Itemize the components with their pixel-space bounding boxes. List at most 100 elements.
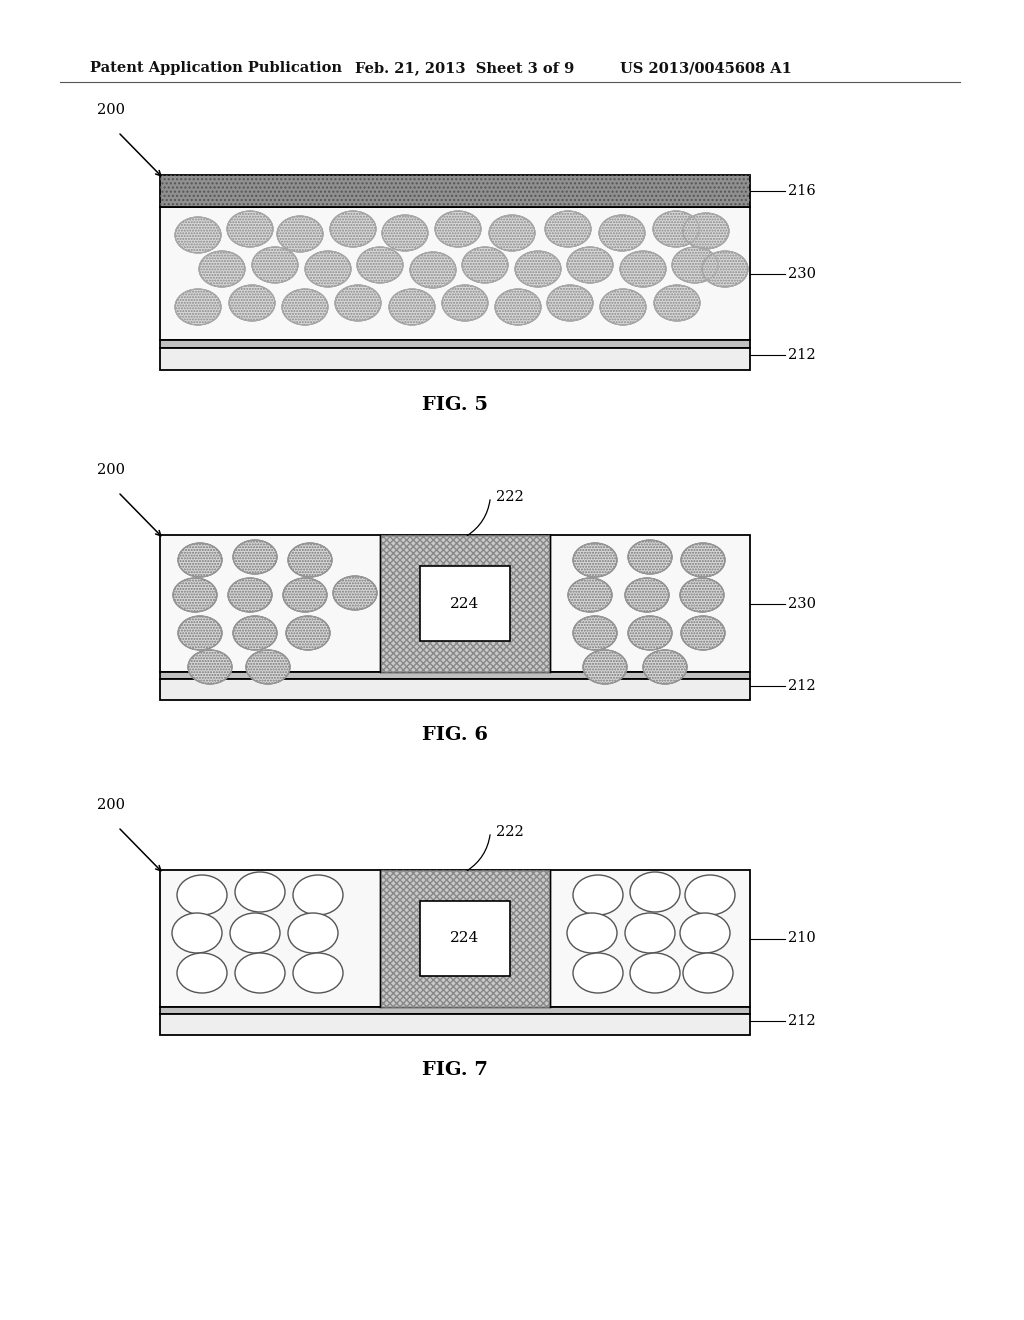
Ellipse shape: [545, 211, 591, 247]
Bar: [160, 176, 750, 207]
Ellipse shape: [177, 953, 227, 993]
Ellipse shape: [410, 252, 456, 288]
Ellipse shape: [288, 543, 332, 577]
Ellipse shape: [599, 215, 645, 251]
Text: 200: 200: [97, 103, 125, 117]
Ellipse shape: [630, 873, 680, 912]
Ellipse shape: [628, 616, 672, 649]
Ellipse shape: [462, 247, 508, 282]
Text: 212: 212: [788, 1014, 816, 1028]
Ellipse shape: [683, 953, 733, 993]
Ellipse shape: [233, 540, 278, 574]
Ellipse shape: [680, 578, 724, 612]
Ellipse shape: [685, 875, 735, 915]
Ellipse shape: [178, 543, 222, 577]
Bar: [420, 902, 510, 975]
Bar: [160, 207, 750, 341]
Ellipse shape: [178, 616, 222, 649]
Ellipse shape: [653, 211, 699, 247]
Text: 210: 210: [788, 932, 816, 945]
Text: US 2013/0045608 A1: US 2013/0045608 A1: [620, 61, 792, 75]
Ellipse shape: [681, 543, 725, 577]
Ellipse shape: [199, 251, 245, 286]
Ellipse shape: [293, 875, 343, 915]
Ellipse shape: [435, 211, 481, 247]
Text: 200: 200: [97, 463, 125, 477]
Text: FIG. 6: FIG. 6: [422, 726, 488, 744]
Bar: [380, 870, 550, 1007]
Text: 222: 222: [497, 825, 524, 840]
Ellipse shape: [625, 578, 669, 612]
Bar: [380, 535, 550, 672]
Ellipse shape: [234, 873, 285, 912]
Ellipse shape: [172, 913, 222, 953]
Ellipse shape: [547, 285, 593, 321]
Bar: [380, 870, 550, 1007]
Ellipse shape: [278, 216, 323, 252]
Bar: [160, 1014, 750, 1035]
Ellipse shape: [568, 578, 612, 612]
Ellipse shape: [567, 913, 617, 953]
Bar: [160, 870, 750, 1007]
Ellipse shape: [382, 215, 428, 251]
Ellipse shape: [305, 251, 351, 286]
Ellipse shape: [233, 616, 278, 649]
Ellipse shape: [175, 216, 221, 253]
Ellipse shape: [583, 649, 627, 684]
Ellipse shape: [177, 875, 227, 915]
Text: 224: 224: [451, 932, 479, 945]
Ellipse shape: [230, 913, 280, 953]
Ellipse shape: [654, 285, 700, 321]
Ellipse shape: [227, 211, 273, 247]
Bar: [380, 535, 550, 672]
Ellipse shape: [680, 913, 730, 953]
Ellipse shape: [234, 953, 285, 993]
Ellipse shape: [573, 616, 617, 649]
Ellipse shape: [282, 289, 328, 325]
Ellipse shape: [643, 649, 687, 684]
Ellipse shape: [628, 540, 672, 574]
Text: Feb. 21, 2013  Sheet 3 of 9: Feb. 21, 2013 Sheet 3 of 9: [355, 61, 574, 75]
Ellipse shape: [246, 649, 290, 684]
Bar: [160, 678, 750, 700]
Ellipse shape: [625, 913, 675, 953]
Bar: [160, 1007, 750, 1014]
Bar: [160, 672, 750, 678]
Ellipse shape: [173, 578, 217, 612]
Bar: [160, 176, 750, 207]
Text: 216: 216: [788, 183, 816, 198]
Ellipse shape: [495, 289, 541, 325]
Text: 212: 212: [788, 678, 816, 693]
Ellipse shape: [489, 215, 535, 251]
Ellipse shape: [252, 247, 298, 282]
Ellipse shape: [630, 953, 680, 993]
Bar: [160, 348, 750, 370]
Ellipse shape: [681, 616, 725, 649]
Ellipse shape: [389, 289, 435, 325]
Bar: [420, 566, 510, 642]
Text: 200: 200: [97, 799, 125, 812]
Text: FIG. 7: FIG. 7: [422, 1061, 488, 1078]
Ellipse shape: [573, 543, 617, 577]
Ellipse shape: [702, 251, 748, 286]
Bar: [160, 535, 750, 672]
Text: FIG. 5: FIG. 5: [422, 396, 488, 414]
Ellipse shape: [228, 578, 272, 612]
Ellipse shape: [293, 953, 343, 993]
Ellipse shape: [683, 213, 729, 249]
Ellipse shape: [335, 285, 381, 321]
Text: 230: 230: [788, 267, 816, 281]
Ellipse shape: [442, 285, 488, 321]
Ellipse shape: [175, 289, 221, 325]
Ellipse shape: [600, 289, 646, 325]
Ellipse shape: [620, 251, 666, 286]
Text: 230: 230: [788, 597, 816, 610]
Ellipse shape: [333, 576, 377, 610]
Text: Patent Application Publication: Patent Application Publication: [90, 61, 342, 75]
Ellipse shape: [573, 953, 623, 993]
Text: 224: 224: [451, 597, 479, 610]
Ellipse shape: [288, 913, 338, 953]
Ellipse shape: [330, 211, 376, 247]
Ellipse shape: [188, 649, 232, 684]
Ellipse shape: [283, 578, 327, 612]
